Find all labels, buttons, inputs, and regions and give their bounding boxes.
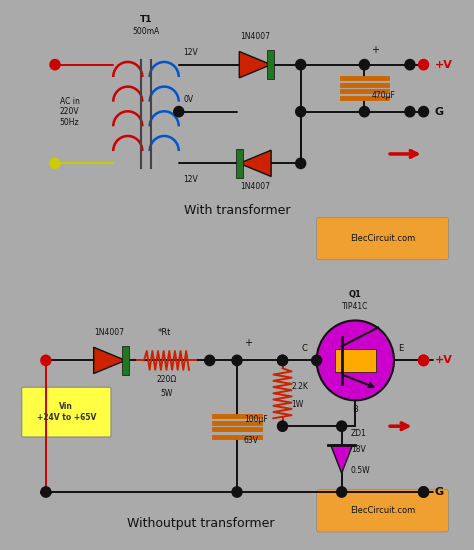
Text: AC in
220V
50Hz: AC in 220V 50Hz	[60, 97, 80, 126]
Circle shape	[232, 487, 242, 497]
Text: 2.2K: 2.2K	[292, 382, 309, 390]
Circle shape	[337, 487, 346, 497]
Text: With transformer: With transformer	[184, 204, 290, 217]
Text: 1N4007: 1N4007	[95, 328, 125, 337]
Text: ZD1: ZD1	[351, 428, 366, 438]
Circle shape	[405, 107, 415, 117]
Text: 12V: 12V	[183, 175, 198, 184]
Text: 63V: 63V	[244, 436, 259, 444]
Circle shape	[41, 487, 51, 497]
Circle shape	[296, 158, 306, 168]
Bar	[335, 349, 376, 372]
Polygon shape	[239, 150, 271, 177]
Circle shape	[50, 59, 60, 70]
Text: ElecCircuit.com: ElecCircuit.com	[350, 234, 415, 243]
Text: *Rt: *Rt	[157, 328, 171, 337]
Text: T1: T1	[140, 15, 152, 24]
Circle shape	[419, 487, 428, 497]
Text: ElecCircuit.com: ElecCircuit.com	[350, 507, 415, 515]
Text: 1N4007: 1N4007	[240, 32, 270, 41]
Text: 470µF: 470µF	[371, 91, 395, 100]
Polygon shape	[94, 347, 126, 373]
Text: 220Ω: 220Ω	[156, 375, 177, 383]
Circle shape	[296, 107, 306, 117]
Circle shape	[419, 355, 428, 366]
Circle shape	[205, 355, 215, 366]
Circle shape	[277, 355, 288, 366]
Circle shape	[359, 59, 369, 70]
Text: E: E	[399, 344, 404, 353]
Circle shape	[405, 59, 415, 70]
Text: 1N4007: 1N4007	[240, 182, 270, 191]
FancyBboxPatch shape	[22, 387, 111, 437]
Text: Q1: Q1	[349, 290, 362, 299]
FancyBboxPatch shape	[317, 217, 448, 260]
Text: 100µF: 100µF	[244, 415, 268, 424]
Text: +V: +V	[435, 355, 453, 365]
Text: G: G	[435, 107, 444, 117]
Text: +: +	[371, 45, 379, 55]
Circle shape	[419, 107, 428, 117]
Circle shape	[50, 158, 60, 168]
Text: 12V: 12V	[183, 48, 198, 57]
Text: Vin
+24V to +65V: Vin +24V to +65V	[36, 403, 96, 422]
Circle shape	[174, 107, 184, 117]
Text: C: C	[301, 344, 308, 353]
Text: 18V: 18V	[351, 445, 365, 454]
Circle shape	[232, 355, 242, 366]
Circle shape	[419, 355, 428, 366]
Circle shape	[359, 107, 369, 117]
Polygon shape	[331, 445, 353, 473]
Text: B: B	[352, 405, 358, 414]
Text: TIP41C: TIP41C	[342, 302, 368, 311]
Circle shape	[277, 421, 288, 431]
Bar	[122, 345, 129, 375]
Bar	[236, 148, 243, 178]
Circle shape	[317, 321, 394, 400]
Bar	[267, 50, 274, 79]
Circle shape	[277, 355, 288, 366]
Circle shape	[41, 355, 51, 366]
Text: 0.5W: 0.5W	[351, 466, 370, 475]
FancyBboxPatch shape	[317, 490, 448, 532]
Text: 5W: 5W	[160, 389, 173, 398]
Circle shape	[296, 59, 306, 70]
Text: +V: +V	[435, 59, 453, 70]
Circle shape	[311, 355, 322, 366]
Text: 1W: 1W	[292, 400, 304, 409]
Text: 500mA: 500mA	[132, 27, 160, 36]
Circle shape	[419, 487, 428, 497]
Circle shape	[337, 421, 346, 431]
Text: +: +	[244, 338, 252, 348]
Text: Withoutput transformer: Withoutput transformer	[127, 516, 274, 530]
Polygon shape	[239, 52, 271, 78]
Text: G: G	[435, 487, 444, 497]
Circle shape	[419, 59, 428, 70]
Text: 0V: 0V	[183, 95, 193, 104]
